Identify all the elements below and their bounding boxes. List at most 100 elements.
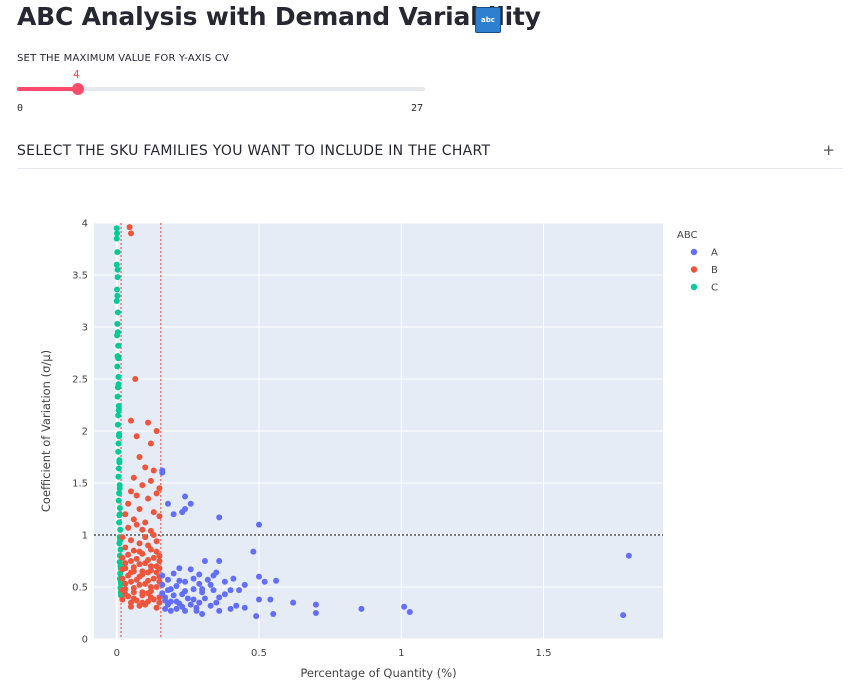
data-point-a <box>241 604 248 611</box>
legend-marker-a[interactable] <box>690 248 698 256</box>
data-point-a <box>187 601 194 608</box>
x-tick-label: 1 <box>398 648 404 659</box>
data-point-a <box>193 604 200 611</box>
legend-label-b[interactable]: B <box>711 265 718 276</box>
data-point-b <box>119 587 126 594</box>
y-tick-label: 3 <box>82 323 88 334</box>
data-point-c <box>115 381 122 388</box>
data-point-c <box>114 363 121 370</box>
data-point-a <box>164 500 171 507</box>
data-point-a <box>176 577 183 584</box>
data-point-b <box>147 477 154 484</box>
data-point-c <box>115 373 122 380</box>
data-point-a <box>233 602 240 609</box>
x-tick-label: 0 <box>114 648 120 659</box>
data-point-a <box>182 493 189 500</box>
data-point-a <box>210 587 217 594</box>
data-point-a <box>201 595 208 602</box>
data-point-b <box>153 584 160 590</box>
data-point-c <box>113 225 120 232</box>
data-point-c <box>116 485 123 492</box>
y-tick-label: 0 <box>82 635 88 646</box>
data-point-a <box>230 575 237 582</box>
data-point-a <box>261 578 268 585</box>
slider-track[interactable] <box>17 87 425 91</box>
data-point-a <box>256 573 263 580</box>
y-tick-label: 4 <box>82 219 88 230</box>
data-point-b <box>150 554 157 561</box>
data-point-b <box>130 585 137 592</box>
sku-family-expander[interactable]: SELECT THE SKU FAMILIES YOU WANT TO INCL… <box>17 136 843 169</box>
data-point-a <box>312 601 319 608</box>
data-point-b <box>130 547 137 554</box>
data-point-b <box>156 565 163 572</box>
data-point-c <box>116 504 123 511</box>
data-point-c <box>115 403 122 410</box>
data-point-a <box>358 605 365 612</box>
data-point-a <box>227 605 234 612</box>
x-tick-label: 1.5 <box>536 648 552 659</box>
data-point-a <box>401 603 408 610</box>
data-point-b <box>125 551 132 558</box>
data-point-a <box>187 500 194 507</box>
data-point-a <box>159 581 166 588</box>
legend-label-c[interactable]: C <box>711 283 718 294</box>
data-point-a <box>179 603 186 610</box>
data-point-b <box>126 224 133 231</box>
page-title: ABC Analysis with Demand Variability <box>17 2 541 31</box>
data-point-a <box>196 580 203 587</box>
legend-title: ABC <box>677 230 698 241</box>
data-point-b <box>156 485 163 492</box>
data-point-b <box>119 575 126 582</box>
y-axis-title: Coefficient of Variation (σ/µ) <box>39 350 53 512</box>
data-point-b <box>156 599 163 606</box>
data-point-b <box>127 537 134 544</box>
data-point-a <box>241 581 248 588</box>
data-point-a <box>196 571 203 578</box>
data-point-b <box>139 589 146 596</box>
data-point-c <box>114 309 121 316</box>
data-point-b <box>130 516 137 523</box>
data-point-c <box>115 342 122 349</box>
slider-current-value: 4 <box>73 68 80 81</box>
data-point-a <box>290 599 297 606</box>
data-point-b <box>127 417 134 424</box>
data-point-b <box>145 419 152 426</box>
expander-label: SELECT THE SKU FAMILIES YOU WANT TO INCL… <box>17 143 491 159</box>
data-point-b <box>136 561 143 568</box>
data-point-c <box>114 292 121 299</box>
data-point-c <box>117 546 124 553</box>
data-point-a <box>176 565 183 572</box>
data-point-b <box>130 564 137 571</box>
data-point-c <box>113 235 120 242</box>
data-point-b <box>133 521 140 528</box>
data-point-a <box>253 613 260 620</box>
reference-lines <box>94 223 663 639</box>
data-point-b <box>150 509 157 516</box>
data-point-b <box>142 519 149 526</box>
data-point-c <box>114 266 121 273</box>
plus-icon[interactable]: + <box>822 141 835 159</box>
data-point-c <box>115 497 122 504</box>
data-point-b <box>142 560 149 567</box>
data-point-b <box>122 544 129 551</box>
data-point-b <box>136 506 143 512</box>
data-point-c <box>114 393 121 400</box>
y-tick-label: 0.5 <box>72 583 88 594</box>
data-point-b <box>153 428 160 434</box>
legend-marker-c[interactable] <box>690 283 698 291</box>
slider-label: SET THE MAXIMUM VALUE FOR Y-AXIS CV <box>17 53 230 64</box>
legend-marker-b[interactable] <box>690 266 698 273</box>
slider-fill <box>17 87 78 91</box>
data-point-b <box>150 532 157 538</box>
data-point-b <box>156 558 163 564</box>
slider-thumb[interactable] <box>72 83 84 95</box>
data-point-b <box>119 534 126 541</box>
data-point-c <box>116 519 123 526</box>
data-point-b <box>127 569 134 576</box>
legend-label-a[interactable]: A <box>711 248 718 259</box>
y-tick-label: 1 <box>82 531 88 542</box>
data-point-b <box>145 590 152 597</box>
data-point-b <box>119 554 126 561</box>
data-point-b <box>119 566 126 573</box>
